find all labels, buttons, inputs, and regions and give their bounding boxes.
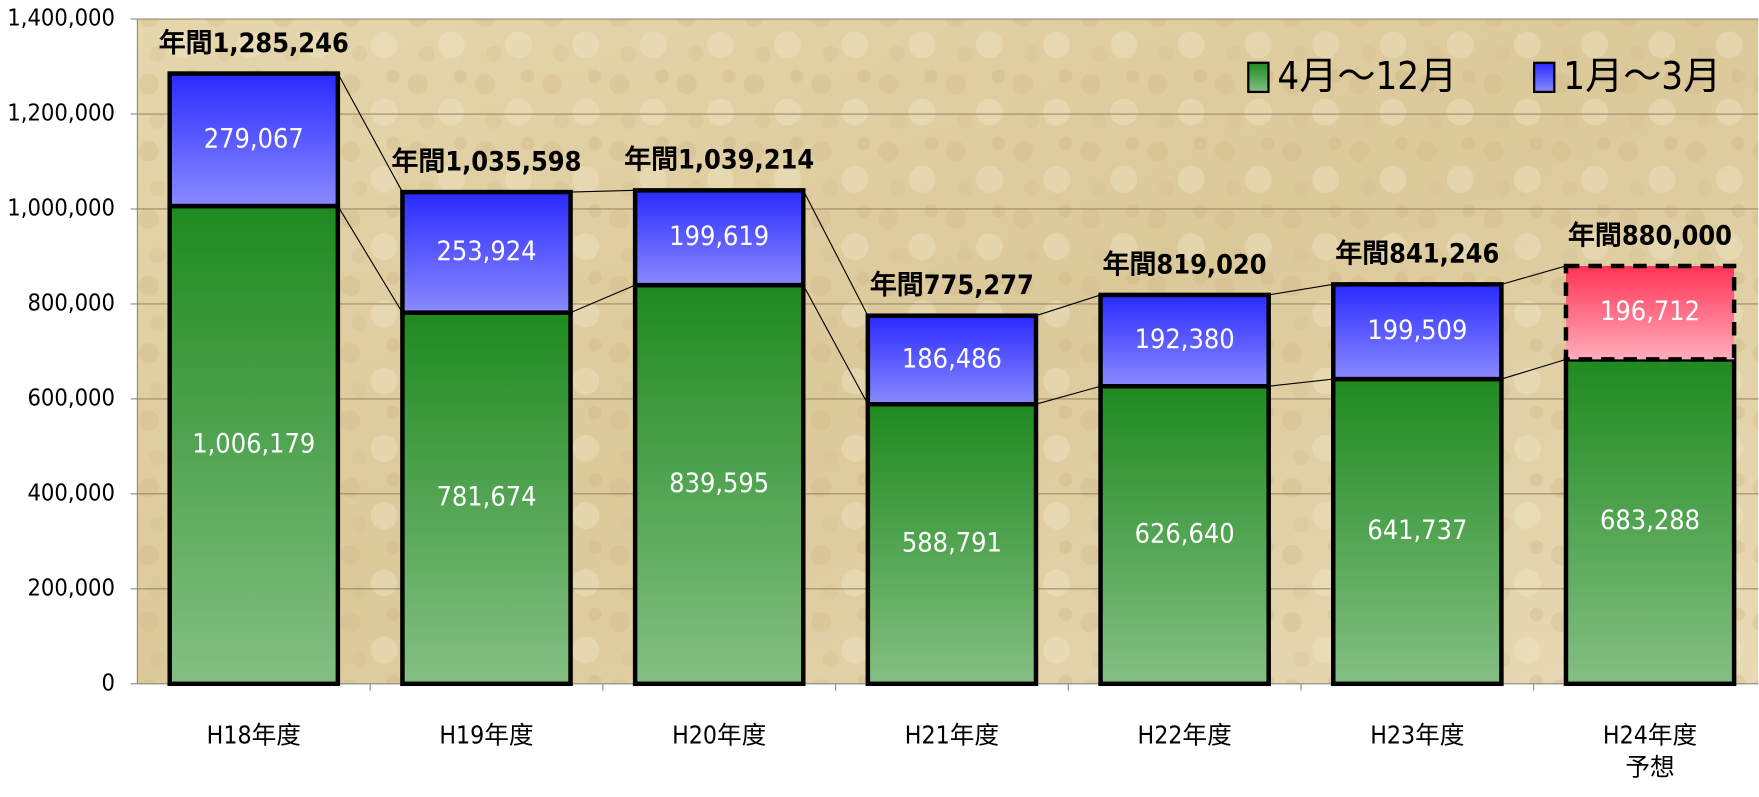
x-tick-label: H20年度 — [672, 720, 766, 749]
value-label: 781,674 — [436, 482, 536, 513]
value-label: 199,619 — [669, 221, 769, 252]
connector — [337, 73, 403, 193]
bar-segment — [1098, 292, 1271, 389]
total-label: 年間1,285,246 — [159, 27, 349, 59]
value-label: 196,712 — [1600, 296, 1700, 327]
legend-label: 4月～12月 — [1277, 54, 1457, 98]
connector — [1501, 265, 1567, 285]
y-tick-label: 1,200,000 — [7, 99, 115, 127]
value-label: 1,006,179 — [192, 428, 315, 459]
value-label: 839,595 — [669, 468, 769, 499]
bar-segment — [400, 310, 573, 687]
bar-segment — [400, 189, 573, 315]
bar-segment — [632, 282, 806, 687]
total-label: 年間775,277 — [870, 269, 1034, 301]
connector — [570, 189, 636, 193]
bar-segment — [865, 313, 1039, 407]
value-label: 186,486 — [902, 343, 1002, 374]
total-label: 年間880,000 — [1568, 219, 1732, 251]
value-label: 199,509 — [1367, 315, 1467, 346]
connector — [570, 284, 636, 314]
total-label: 年間819,020 — [1103, 248, 1267, 280]
bar-segment — [167, 203, 341, 687]
value-label: 192,380 — [1135, 324, 1235, 355]
connector — [802, 284, 869, 405]
value-label: 641,737 — [1367, 515, 1467, 546]
bar-segment — [1098, 384, 1271, 687]
value-label: 626,640 — [1135, 519, 1235, 550]
value-label: 683,288 — [1600, 505, 1700, 536]
y-tick-label: 1,000,000 — [7, 193, 115, 221]
x-tick-label: H23年度 — [1370, 720, 1464, 749]
value-label: 588,791 — [902, 528, 1002, 559]
total-label: 年間1,039,214 — [624, 144, 814, 176]
bar-segment — [865, 401, 1039, 687]
total-label: 年間841,246 — [1335, 238, 1499, 270]
y-tick-label: 0 — [102, 668, 115, 696]
connector — [337, 205, 403, 313]
x-tick-label: H19年度 — [439, 720, 533, 749]
value-label: 253,924 — [436, 236, 536, 267]
connector — [1501, 358, 1567, 380]
legend-swatch — [1247, 61, 1270, 94]
legend-swatch — [1533, 61, 1556, 94]
y-tick-label: 1,400,000 — [7, 4, 115, 32]
connector — [1035, 294, 1101, 317]
legend-label: 1月～3月 — [1563, 54, 1721, 98]
bar-segment — [632, 188, 806, 288]
x-tick-label: H21年度 — [905, 720, 999, 749]
bar-segment — [1331, 376, 1504, 687]
y-tick-label: 600,000 — [27, 383, 115, 411]
x-tick-label: H22年度 — [1138, 720, 1232, 749]
bar-segment — [1563, 357, 1737, 687]
connector — [1268, 283, 1334, 296]
total-label: 年間1,035,598 — [391, 145, 581, 177]
y-tick-label: 400,000 — [27, 478, 115, 506]
connector — [1268, 378, 1334, 387]
y-tick-label: 200,000 — [27, 573, 115, 601]
value-label: 279,067 — [204, 123, 304, 154]
x-tick-label: H24年度予想 — [1603, 720, 1697, 781]
bar-segment — [167, 71, 341, 209]
x-tick-label: H18年度 — [207, 720, 301, 749]
connector — [802, 190, 869, 316]
bar-segment — [1331, 282, 1504, 382]
bar-segment — [1563, 263, 1737, 362]
connector — [1035, 385, 1101, 405]
y-tick-label: 800,000 — [27, 288, 115, 316]
